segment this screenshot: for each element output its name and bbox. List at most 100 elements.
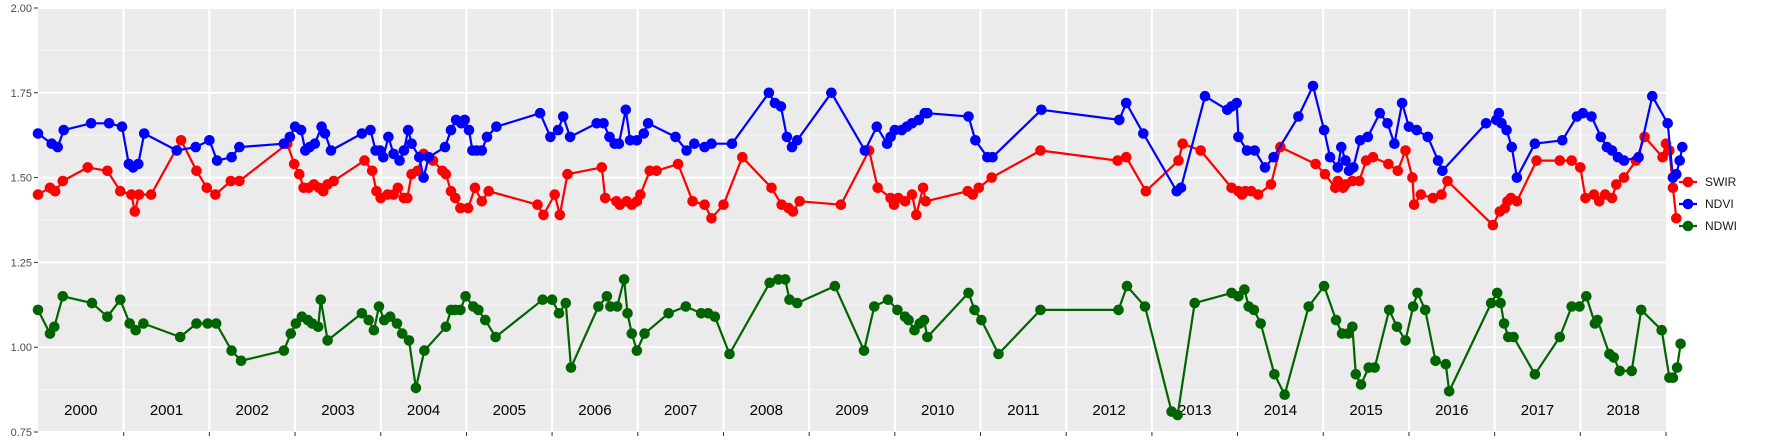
data-point-swir [1383, 158, 1394, 170]
data-point-ndwi [993, 348, 1004, 360]
data-point-ndwi [1189, 297, 1200, 309]
data-point-ndwi [969, 304, 980, 316]
data-point-swir [787, 206, 799, 217]
data-point-swir [1120, 151, 1132, 163]
data-point-ndvi [1374, 107, 1386, 119]
data-point-ndwi [1391, 321, 1403, 333]
data-point-ndvi [1671, 168, 1682, 180]
data-point-ndwi [384, 311, 396, 323]
data-point-ndvi [1199, 90, 1211, 102]
data-point-swir [718, 199, 729, 210]
data-point-ndvi [418, 172, 429, 183]
data-point-ndwi [1383, 304, 1395, 316]
data-point-swir [210, 189, 221, 200]
data-point-ndvi [1114, 114, 1125, 126]
data-point-swir [191, 165, 202, 177]
data-point-ndwi [537, 294, 548, 306]
data-point-ndwi [858, 345, 870, 356]
data-point-swir [1112, 155, 1123, 166]
data-point-ndwi [1614, 365, 1625, 377]
data-point-swir [911, 209, 922, 221]
data-point-swir [126, 189, 137, 200]
data-point-ndwi [312, 321, 324, 333]
data-point-ndwi [1035, 304, 1046, 316]
year-label: 2009 [835, 402, 868, 419]
data-point-ndwi [1239, 284, 1250, 295]
data-point-ndvi [1233, 131, 1244, 143]
data-point-ndvi [859, 145, 871, 156]
data-point-ndvi [1259, 162, 1271, 173]
data-point-swir [549, 189, 560, 200]
data-point-ndvi [1633, 151, 1644, 163]
data-point-swir [175, 135, 187, 146]
data-point-swir [687, 196, 698, 207]
data-point-ndwi [174, 331, 186, 343]
data-point-swir [967, 189, 979, 200]
data-point-ndwi [724, 348, 735, 360]
data-point-ndwi [1508, 331, 1519, 343]
data-point-ndwi [363, 314, 375, 326]
y-tick-label: 1.50 [11, 173, 32, 185]
data-point-swir [57, 175, 69, 187]
data-point-ndvi [439, 141, 451, 153]
data-point-ndvi [481, 131, 493, 143]
data-point-ndwi [1303, 301, 1314, 312]
data-point-swir [532, 199, 543, 210]
data-point-ndwi [1139, 301, 1151, 312]
data-point-swir [1400, 145, 1411, 156]
data-point-ndwi [903, 314, 914, 326]
data-point-ndvi [1293, 111, 1304, 122]
data-point-swir [1407, 172, 1418, 183]
data-point-ndvi [325, 145, 337, 156]
data-point-ndvi [445, 124, 457, 136]
data-point-ndvi [1674, 155, 1685, 166]
legend-item-ndwi: NDWI [1679, 219, 1737, 233]
data-point-ndwi [1440, 358, 1452, 370]
data-point-swir [1531, 155, 1542, 166]
data-point-ndwi [626, 328, 638, 339]
data-point-swir [554, 209, 566, 221]
data-point-swir [145, 189, 157, 200]
data-point-ndwi [639, 328, 650, 339]
data-point-swir [706, 213, 717, 224]
legend-label: NDWI [1705, 219, 1737, 233]
data-point-ndwi [32, 304, 44, 316]
data-point-swir [699, 199, 710, 210]
data-point-ndwi [1255, 318, 1266, 329]
data-point-ndvi [365, 124, 376, 136]
data-point-ndvi [414, 151, 425, 163]
data-point-ndvi [598, 118, 609, 129]
data-point-ndvi [226, 151, 237, 163]
data-point-swir [917, 182, 929, 194]
y-tick-label: 2.00 [11, 3, 32, 15]
data-point-swir [766, 182, 777, 194]
data-point-ndwi [1491, 287, 1503, 299]
y-tick-label: 1.75 [11, 88, 32, 100]
data-point-swir [402, 192, 413, 204]
data-point-ndvi [763, 87, 775, 99]
data-point-ndvi [681, 145, 692, 156]
data-point-ndwi [593, 301, 604, 312]
data-point-ndwi [1626, 365, 1637, 377]
data-point-ndvi [970, 135, 981, 146]
data-point-ndvi [309, 138, 321, 149]
data-point-ndvi [116, 121, 128, 132]
data-point-swir [1415, 189, 1427, 200]
data-point-ndwi [1233, 291, 1244, 302]
data-point-swir [1575, 162, 1586, 173]
y-tick-label: 0.75 [11, 427, 32, 439]
data-point-ndwi [1566, 301, 1577, 312]
data-point-ndwi [1172, 409, 1183, 421]
data-point-ndwi [1675, 338, 1686, 350]
data-point-ndvi [383, 131, 394, 143]
data-point-ndwi [115, 294, 126, 306]
data-point-swir [328, 175, 339, 187]
data-point-ndwi [373, 301, 385, 312]
data-point-swir [288, 158, 300, 170]
data-point-swir [462, 202, 474, 214]
data-point-ndvi [1529, 138, 1541, 149]
data-point-ndwi [226, 345, 237, 356]
data-point-swir [469, 182, 481, 194]
data-point-ndwi [138, 318, 149, 329]
data-point-swir [1436, 189, 1447, 200]
